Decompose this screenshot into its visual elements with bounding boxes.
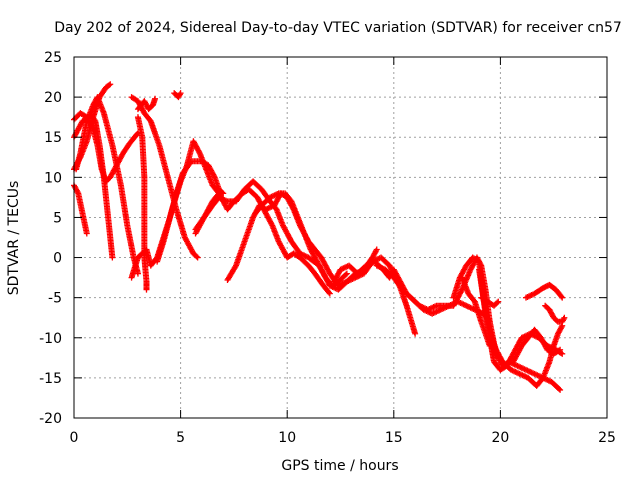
data-point <box>558 324 565 331</box>
data-point <box>557 346 564 353</box>
data-point <box>486 342 493 349</box>
data-point <box>177 90 184 97</box>
data-point <box>152 95 159 102</box>
series-track-w <box>459 274 493 349</box>
series-track-u <box>522 281 566 301</box>
data-point <box>560 316 567 323</box>
data-point <box>176 91 183 98</box>
data-point <box>412 330 419 337</box>
data-point <box>325 289 332 296</box>
data-point <box>458 287 465 294</box>
data-point <box>556 385 563 392</box>
data-point <box>268 221 275 228</box>
data-point <box>326 290 333 297</box>
y-tick-label: -20 <box>39 411 62 427</box>
series-track-m <box>192 186 333 297</box>
data-point <box>196 148 203 155</box>
x-tick-label: 10 <box>278 430 296 446</box>
axis-ticks: 0 5 10 15 20 25 -20 -15 -10 -5 0 5 10 15 20 25 <box>39 50 616 446</box>
data-point <box>107 81 114 88</box>
data-point <box>373 246 380 253</box>
data-point <box>559 350 566 357</box>
data-point <box>106 82 113 89</box>
data-point <box>557 386 564 393</box>
y-tick-label: 20 <box>44 90 62 106</box>
series-track-t <box>510 326 564 365</box>
series-track-g <box>134 95 159 113</box>
data-point <box>558 293 565 300</box>
data-point <box>555 347 562 354</box>
data-point <box>373 247 380 254</box>
data-markers <box>71 81 568 393</box>
x-tick-label: 20 <box>491 430 509 446</box>
data-point <box>343 270 350 277</box>
series-track-i <box>171 90 184 101</box>
chart-title: Day 202 of 2024, Sidereal Day-to-day VTE… <box>54 20 622 36</box>
series-track-v <box>542 302 568 325</box>
y-tick-label: 15 <box>44 130 62 146</box>
data-point <box>494 299 501 306</box>
y-axis-label: SDTVAR / TECUs <box>6 181 22 296</box>
series-track-k <box>154 138 222 265</box>
series-track-d <box>71 182 90 237</box>
y-tick-label: -10 <box>39 331 62 347</box>
x-tick-label: 5 <box>176 430 185 446</box>
data-point <box>194 254 201 261</box>
data-point <box>342 271 349 278</box>
y-tick-label: -5 <box>48 291 62 307</box>
data-point <box>559 294 566 301</box>
data-point <box>134 270 141 277</box>
data-point <box>109 254 116 261</box>
data-point <box>193 253 200 260</box>
grid-lines <box>74 57 607 418</box>
data-point <box>143 286 150 293</box>
y-tick-label: -15 <box>39 371 62 387</box>
data-point <box>74 189 81 196</box>
data-point <box>232 263 239 270</box>
data-point <box>91 116 98 123</box>
x-tick-label: 25 <box>598 430 616 446</box>
series-track-q <box>373 254 564 393</box>
y-tick-label: 10 <box>44 170 62 186</box>
x-tick-label: 15 <box>385 430 403 446</box>
data-point <box>495 298 502 305</box>
x-tick-label: 0 <box>70 430 79 446</box>
x-axis-label: GPS time / hours <box>281 458 398 474</box>
series-track-e <box>73 94 141 277</box>
y-tick-label: 25 <box>44 50 62 66</box>
y-tick-label: 5 <box>53 210 62 226</box>
plot-frame <box>73 56 608 419</box>
data-point <box>561 314 568 321</box>
data-point <box>83 230 90 237</box>
series-track-x <box>478 294 502 309</box>
y-tick-label: 0 <box>53 251 62 267</box>
